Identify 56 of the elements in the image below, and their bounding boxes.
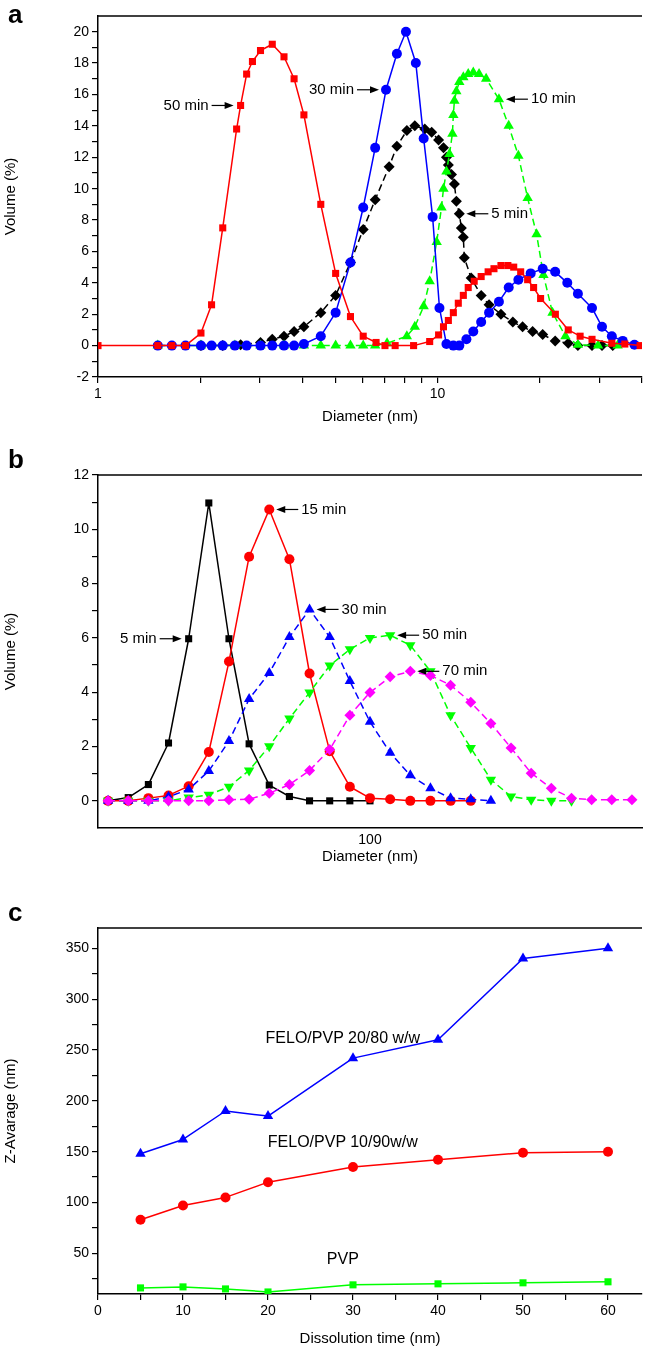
annotation: 5 min <box>119 628 157 646</box>
chart-title: c <box>8 897 23 928</box>
y-tick-label: 100 <box>65 1193 90 1210</box>
y-axis-title: Z-Avarage (nm) <box>1 1058 19 1164</box>
x-tick-label: 50 <box>515 1302 531 1319</box>
y-tick-label: 6 <box>81 628 90 645</box>
y-tick-label: 0 <box>81 336 90 353</box>
x-tick-label: 0 <box>94 1302 103 1319</box>
annotation: 50 min <box>422 625 468 643</box>
x-axis-title: Diameter (nm) <box>322 407 418 425</box>
y-tick-label: 10 <box>73 520 90 537</box>
x-tick-label: 10 <box>175 1302 191 1319</box>
annotation: 30 min <box>308 79 355 97</box>
y-tick-label: 20 <box>73 22 90 39</box>
y-tick-label: 250 <box>65 1040 90 1057</box>
y-tick-label: 150 <box>65 1142 90 1159</box>
y-tick-label: 350 <box>65 939 90 956</box>
y-tick-label: 0 <box>81 791 90 808</box>
x-axis-title: Diameter (nm) <box>322 847 418 865</box>
y-tick-label: 200 <box>65 1091 90 1108</box>
y-tick-label: 2 <box>81 305 90 322</box>
chart-title: a <box>8 0 23 30</box>
annotation: 70 min <box>442 661 488 679</box>
y-tick-label: 12 <box>73 148 90 165</box>
y-tick-label: 12 <box>73 465 90 482</box>
x-axis-title: Dissolution time (nm) <box>299 1329 441 1347</box>
y-tick-label: 6 <box>81 242 90 259</box>
x-tick-label: 40 <box>430 1302 446 1319</box>
annotation: 50 min <box>163 95 209 113</box>
chart-title: b <box>8 444 24 475</box>
y-tick-label: 16 <box>73 85 90 102</box>
y-tick-label: -2 <box>76 367 90 384</box>
y-tick-label: 8 <box>81 574 90 591</box>
y-tick-label: 4 <box>81 683 90 700</box>
series-label: FELO/PVP 10/90w/w <box>267 1133 419 1151</box>
series-label: FELO/PVP 20/80 w/w <box>265 1029 421 1047</box>
series-label: PVP <box>326 1250 359 1268</box>
y-tick-label: 4 <box>81 273 90 290</box>
x-tick-label: 30 <box>345 1302 361 1319</box>
x-tick-label: 1 <box>94 385 103 402</box>
text: 100 <box>358 830 382 847</box>
y-tick-label: 14 <box>73 116 90 133</box>
y-tick-label: 300 <box>65 990 90 1007</box>
y-tick-label: 10 <box>73 179 90 196</box>
y-axis-title: Volume (%) <box>1 612 19 691</box>
x-tick-label: 60 <box>600 1302 616 1319</box>
y-tick-label: 50 <box>73 1244 90 1261</box>
y-tick-label: 2 <box>81 737 90 754</box>
x-tick-label: 20 <box>260 1302 276 1319</box>
y-axis-title: Volume (%) <box>1 157 19 236</box>
annotation: 10 min <box>530 89 576 107</box>
annotation: 15 min <box>301 499 347 517</box>
y-tick-label: 8 <box>81 210 90 227</box>
y-tick-label: 18 <box>73 53 90 70</box>
annotation: 5 min <box>491 203 529 221</box>
annotation: 30 min <box>341 599 387 617</box>
